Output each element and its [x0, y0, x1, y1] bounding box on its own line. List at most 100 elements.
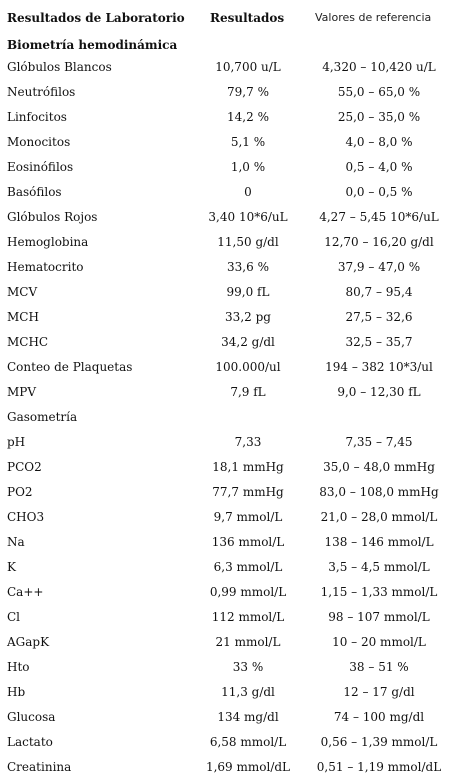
test-name: Neutrófilos: [7, 85, 76, 99]
reference-range: 25,0 – 35,0 %: [337, 110, 421, 124]
reference-range: 3,5 – 4,5 mmol/L: [328, 560, 430, 574]
reference-range: 0,51 – 1,19 mmol/dL: [316, 760, 442, 774]
table-row: Glucosa 134 mg/dl 74 – 100 mg/dl: [0, 705, 457, 730]
result-value: 11,50 g/dl: [217, 235, 279, 249]
table-row: Ca++ 0,99 mmol/L 1,15 – 1,33 mmol/L: [0, 580, 457, 605]
test-name: Glucosa: [7, 710, 56, 724]
reference-range: 74 – 100 mg/dl: [333, 710, 425, 724]
test-name: Hto: [7, 660, 30, 674]
result-value: 11,3 g/dl: [221, 685, 275, 699]
test-name: Conteo de Plaquetas: [7, 360, 133, 374]
test-name: AGapK: [7, 635, 50, 649]
reference-range: 4,320 – 10,420 u/L: [322, 60, 436, 74]
result-value: 100.000/ul: [215, 360, 281, 374]
test-name: MCHC: [7, 335, 49, 349]
result-value: 99,0 fL: [226, 285, 270, 299]
reference-range: 4,27 – 5,45 10*6/uL: [319, 210, 439, 224]
result-value: 33 %: [232, 660, 264, 674]
reference-range: 32,5 – 35,7: [345, 335, 413, 349]
test-name: Lactato: [7, 735, 53, 749]
reference-range: 4,0 – 8,0 %: [345, 135, 413, 149]
test-name: Hematocrito: [7, 260, 84, 274]
test-name: Linfocitos: [7, 110, 67, 124]
reference-range: 55,0 – 65,0 %: [337, 85, 421, 99]
test-name: Creatinina: [7, 760, 72, 774]
test-name: pH: [7, 435, 26, 449]
reference-range: 10 – 20 mmol/L: [332, 635, 426, 649]
header-reference-column: Valores de referencia: [315, 11, 432, 24]
table-row: Na 136 mmol/L 138 – 146 mmol/L: [0, 530, 457, 555]
section-title: Biometría hemodinámica: [7, 38, 178, 52]
table-row: Hematocrito 33,6 % 37,9 – 47,0 %: [0, 255, 457, 280]
result-value: 3,40 10*6/uL: [208, 210, 288, 224]
table-row: PO2 77,7 mmHg 83,0 – 108,0 mmHg: [0, 480, 457, 505]
test-name: Hb: [7, 685, 26, 699]
table-row: MPV 7,9 fL 9,0 – 12,30 fL: [0, 380, 457, 405]
test-name: Glóbulos Blancos: [7, 60, 112, 74]
reference-range: 0,0 – 0,5 %: [345, 185, 413, 199]
table-row: Hemoglobina 11,50 g/dl 12,70 – 16,20 g/dl: [0, 230, 457, 255]
table-row: Monocitos 5,1 % 4,0 – 8,0 %: [0, 130, 457, 155]
reference-range: 138 – 146 mmol/L: [324, 535, 434, 549]
reference-range: 98 – 107 mmol/L: [328, 610, 430, 624]
result-value: 112 mmol/L: [211, 610, 285, 624]
reference-range: 35,0 – 48,0 mmHg: [323, 460, 435, 474]
table-row: Hb 11,3 g/dl 12 – 17 g/dl: [0, 680, 457, 705]
result-value: 134 mg/dl: [217, 710, 279, 724]
test-name: PO2: [7, 485, 33, 499]
header-result-column: Resultados: [210, 11, 285, 25]
test-name: MCH: [7, 310, 39, 324]
result-value: 14,2 %: [227, 110, 269, 124]
result-value: 9,7 mmol/L: [213, 510, 283, 524]
table-row: MCHC 34,2 g/dl 32,5 – 35,7: [0, 330, 457, 355]
reference-range: 38 – 51 %: [349, 660, 409, 674]
reference-range: 12,70 – 16,20 g/dl: [324, 235, 434, 249]
reference-range: 7,35 – 7,45: [345, 435, 413, 449]
reference-range: 194 – 382 10*3/ul: [325, 360, 433, 374]
table-row: Gasometría: [0, 405, 457, 430]
reference-range: 0,56 – 1,39 mmol/L: [320, 735, 438, 749]
result-value: 0,99 mmol/L: [209, 585, 287, 599]
result-value: 7,33: [234, 435, 262, 449]
result-value: 1,69 mmol/dL: [205, 760, 291, 774]
test-name: Eosinófilos: [7, 160, 74, 174]
reference-range: 37,9 – 47,0 %: [337, 260, 421, 274]
result-value: 0: [244, 185, 252, 199]
table-row: Hto 33 % 38 – 51 %: [0, 655, 457, 680]
table-header: Resultados de Laboratorio Resultados Val…: [0, 0, 457, 33]
result-value: 21 mmol/L: [215, 635, 281, 649]
result-value: 34,2 g/dl: [221, 335, 275, 349]
table-row: CHO3 9,7 mmol/L 21,0 – 28,0 mmol/L: [0, 505, 457, 530]
test-name: K: [7, 560, 16, 574]
result-value: 10,700 u/L: [215, 60, 281, 74]
test-name: MPV: [7, 385, 37, 399]
table-row: Creatinina 1,69 mmol/dL 0,51 – 1,19 mmol/d…: [0, 755, 457, 780]
reference-range: 9,0 – 12,30 fL: [337, 385, 421, 399]
result-value: 136 mmol/L: [211, 535, 285, 549]
table-row: Linfocitos 14,2 % 25,0 – 35,0 %: [0, 105, 457, 130]
table-row: Eosinófilos 1,0 % 0,5 – 4,0 %: [0, 155, 457, 180]
result-value: 79,7 %: [227, 85, 269, 99]
table-row: PCO2 18,1 mmHg 35,0 – 48,0 mmHg: [0, 455, 457, 480]
table-row: Glóbulos Blancos 10,700 u/L 4,320 – 10,420…: [0, 55, 457, 80]
result-value: 7,9 fL: [230, 385, 266, 399]
table-row: MCV 99,0 fL 80,7 – 95,4: [0, 280, 457, 305]
table-row: Conteo de Plaquetas 100.000/ul 194 – 382 1…: [0, 355, 457, 380]
result-value: 77,7 mmHg: [212, 485, 284, 499]
reference-range: 0,5 – 4,0 %: [345, 160, 413, 174]
table-row: AGapK 21 mmol/L 10 – 20 mmol/L: [0, 630, 457, 655]
results-table: Glóbulos Blancos 10,700 u/L 4,320 – 10,420…: [0, 55, 457, 780]
result-value: 33,6 %: [227, 260, 269, 274]
table-row: Lactato 6,58 mmol/L 0,56 – 1,39 mmol/L: [0, 730, 457, 755]
table-row: K 6,3 mmol/L 3,5 – 4,5 mmol/L: [0, 555, 457, 580]
test-name: Gasometría: [7, 410, 78, 424]
result-value: 1,0 %: [230, 160, 266, 174]
test-name: Glóbulos Rojos: [7, 210, 98, 224]
test-name: Cl: [7, 610, 21, 624]
result-value: 6,3 mmol/L: [213, 560, 283, 574]
test-name: Na: [7, 535, 25, 549]
result-value: 5,1 %: [230, 135, 266, 149]
table-row: Basófilos 0 0,0 – 0,5 %: [0, 180, 457, 205]
table-row: pH 7,33 7,35 – 7,45: [0, 430, 457, 455]
